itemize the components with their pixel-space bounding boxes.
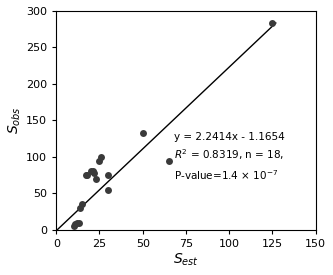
X-axis label: $S_{est}$: $S_{est}$	[173, 252, 199, 268]
Point	[83, 173, 88, 177]
Point	[88, 169, 94, 174]
Y-axis label: $S_{obs}$: $S_{obs}$	[7, 106, 23, 134]
Point	[140, 131, 146, 135]
Point	[166, 158, 171, 163]
Point	[92, 171, 97, 175]
Point	[73, 222, 78, 226]
Point	[106, 188, 111, 192]
Point	[270, 21, 275, 26]
Point	[85, 173, 90, 177]
Point	[71, 224, 76, 229]
Point	[78, 206, 83, 210]
Point	[80, 202, 85, 207]
Point	[90, 169, 95, 174]
Point	[74, 220, 80, 225]
Point	[76, 220, 81, 225]
Point	[97, 158, 102, 163]
Point	[93, 177, 99, 181]
Point	[99, 155, 104, 159]
Point	[106, 173, 111, 177]
Text: y = 2.2414x - 1.1654
$R^2$ = 0.8319, n = 18,
P-value=1.4 × 10$^{-7}$: y = 2.2414x - 1.1654 $R^2$ = 0.8319, n =…	[174, 132, 285, 182]
